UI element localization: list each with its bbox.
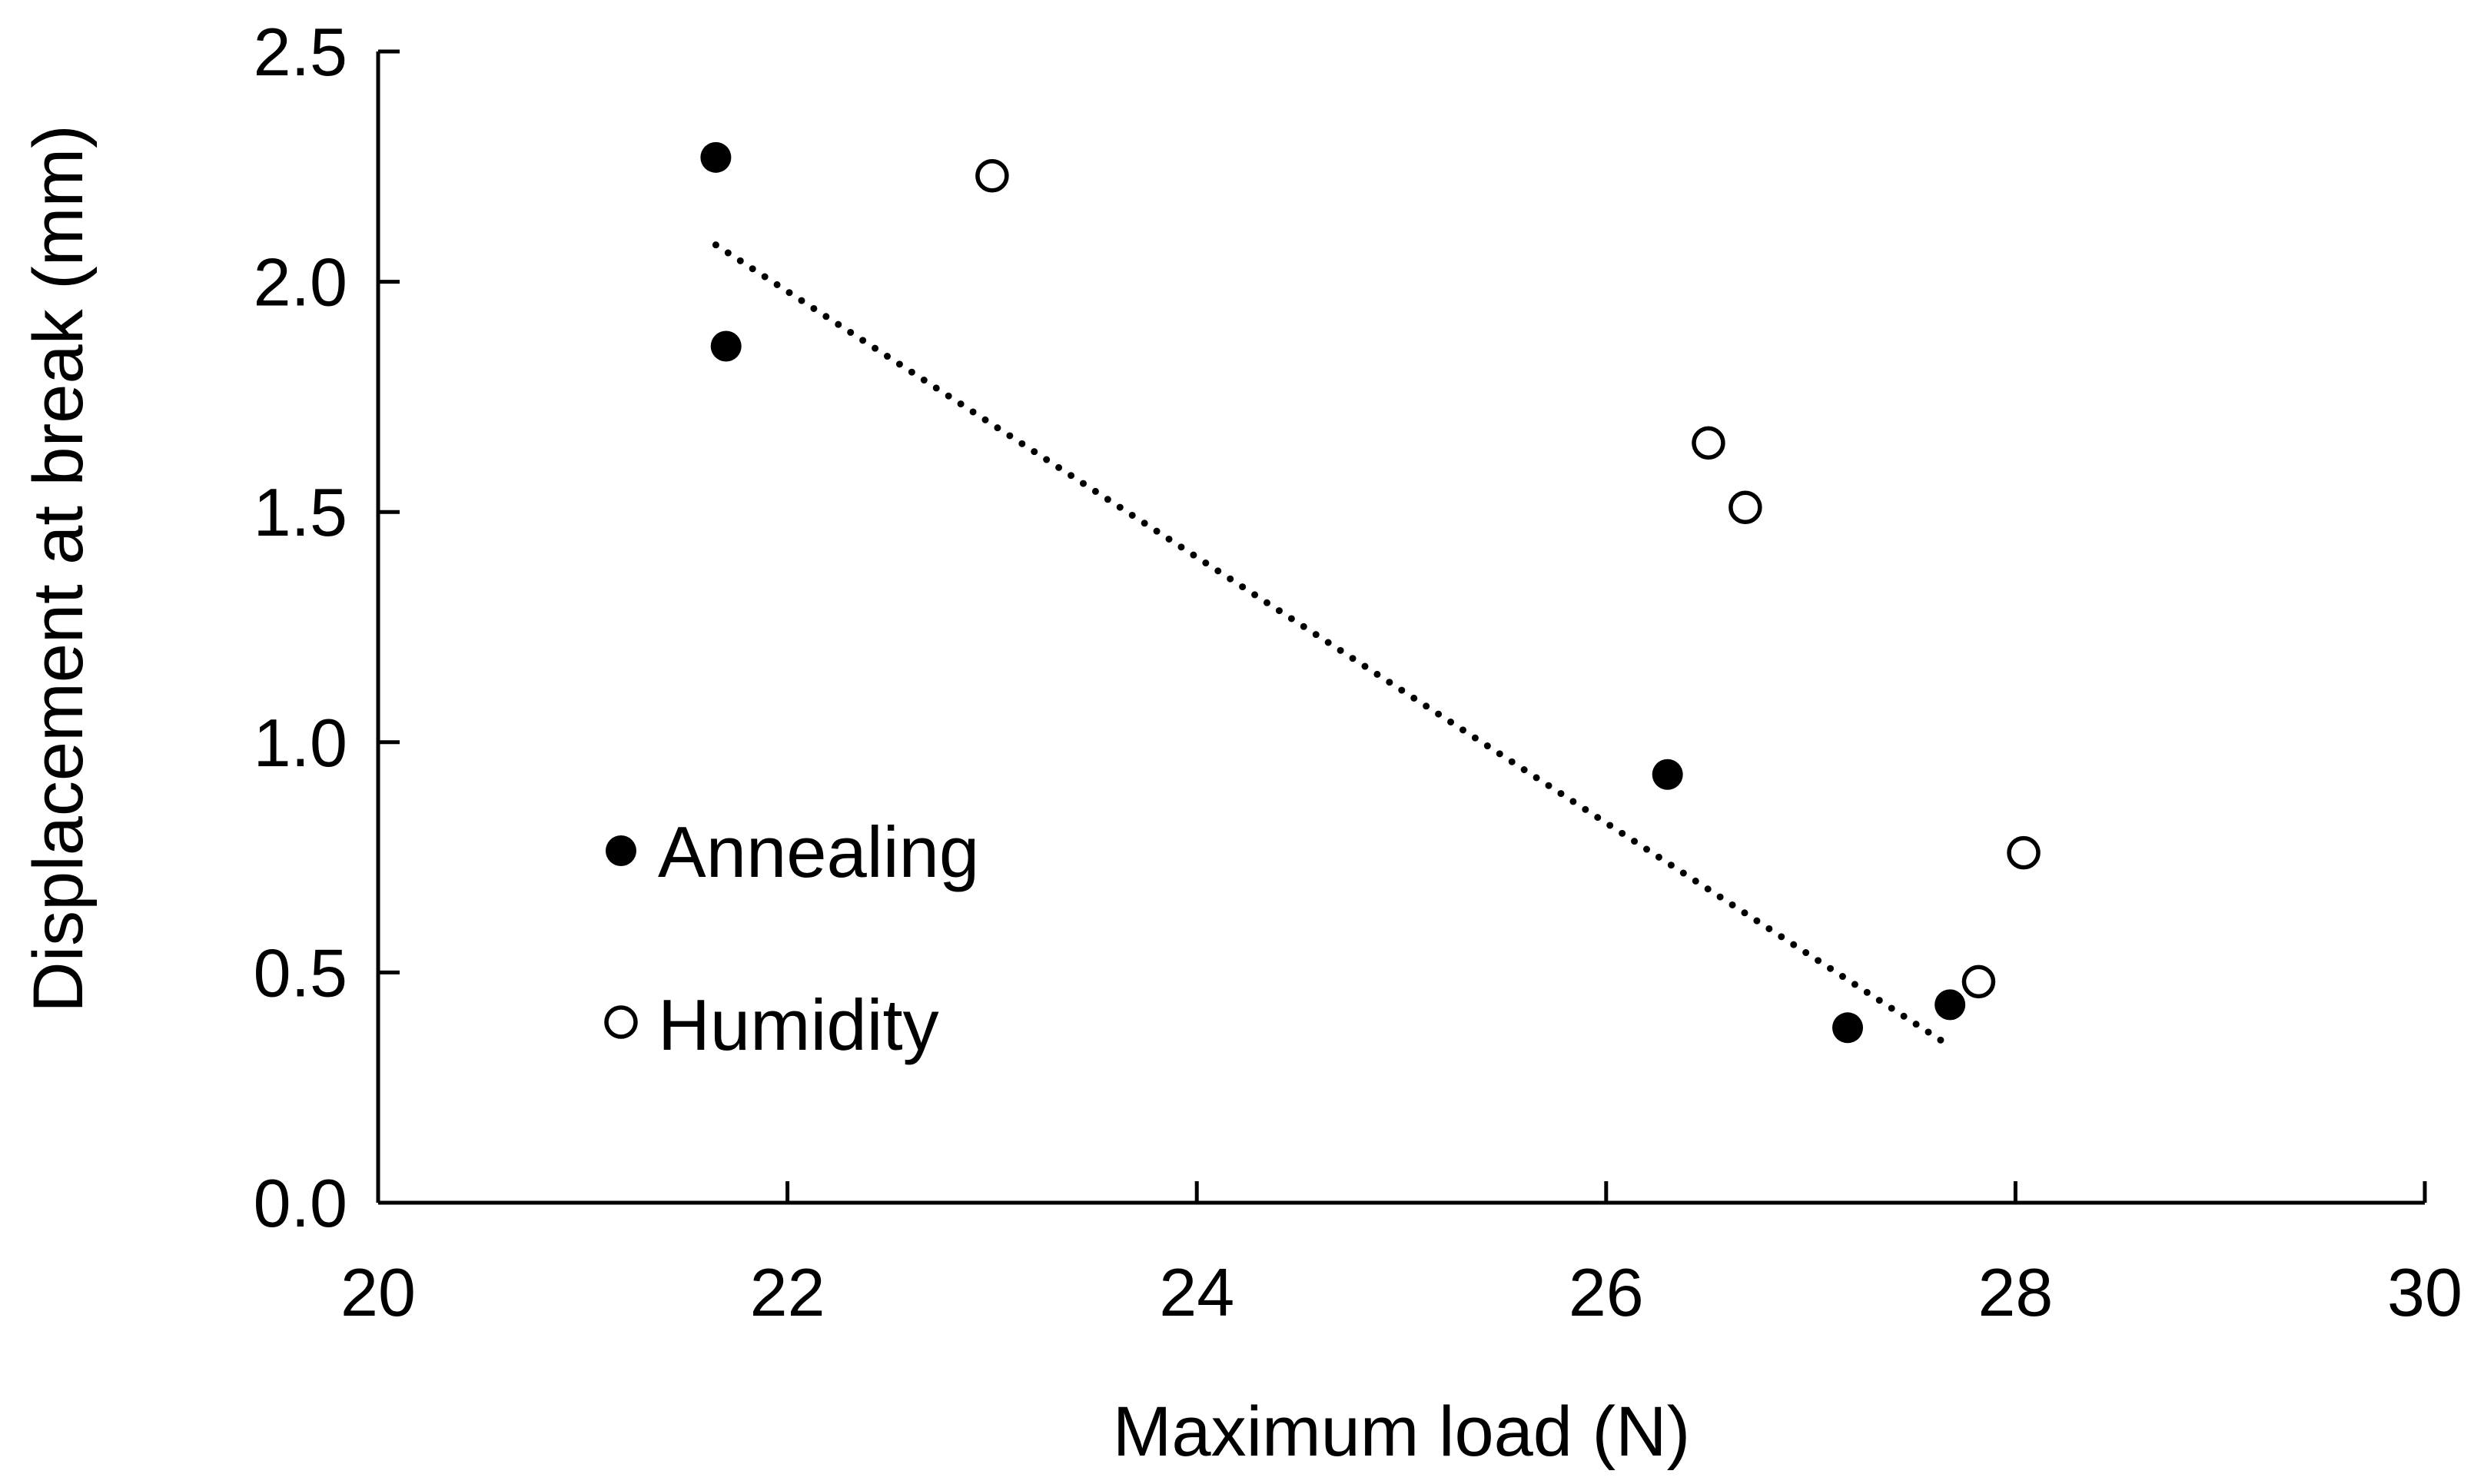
legend-marker-annealing xyxy=(606,835,636,866)
y-tick-label: 0.0 xyxy=(254,1165,347,1241)
y-tick-label: 1.5 xyxy=(254,474,347,550)
annealing-point xyxy=(700,141,732,173)
annealing-point xyxy=(1652,759,1683,790)
x-tick-label: 24 xyxy=(1159,1254,1234,1330)
ticks: 0.0 0.5 1.0 1.5 2.0 2.5 20 22 24 26 28 30 xyxy=(254,14,2462,1330)
axes xyxy=(376,51,2425,1205)
legend-label-annealing: Annealing xyxy=(658,812,979,892)
x-tick-label: 28 xyxy=(1978,1254,2053,1330)
y-tick-label: 2.5 xyxy=(254,14,347,90)
x-tick-label: 22 xyxy=(750,1254,825,1330)
annealing-point xyxy=(710,330,742,362)
data-points xyxy=(700,141,2041,1044)
legend-marker-humidity xyxy=(604,1005,638,1039)
x-tick-label: 20 xyxy=(340,1254,416,1330)
humidity-point xyxy=(1728,490,1762,524)
trendline xyxy=(712,241,1954,1050)
trendline-group xyxy=(712,241,1954,1050)
humidity-point xyxy=(2007,835,2041,870)
annealing-point xyxy=(1832,1012,1864,1044)
y-tick-label: 0.5 xyxy=(254,935,347,1011)
y-axis-title: Displacement at break (mm) xyxy=(19,124,98,1012)
x-tick-label: 30 xyxy=(2387,1254,2462,1330)
humidity-point xyxy=(975,159,1009,193)
x-axis-title: Maximum load (N) xyxy=(1113,1393,1690,1471)
y-tick-label: 2.0 xyxy=(254,244,347,320)
legend-label-humidity: Humidity xyxy=(658,984,939,1065)
y-tick-label: 1.0 xyxy=(254,705,347,781)
x-tick-label: 26 xyxy=(1569,1254,1644,1330)
humidity-point xyxy=(1961,964,1996,999)
humidity-point xyxy=(1692,426,1725,460)
legend: Annealing Humidity xyxy=(604,812,979,1065)
annealing-point xyxy=(1934,989,1966,1021)
